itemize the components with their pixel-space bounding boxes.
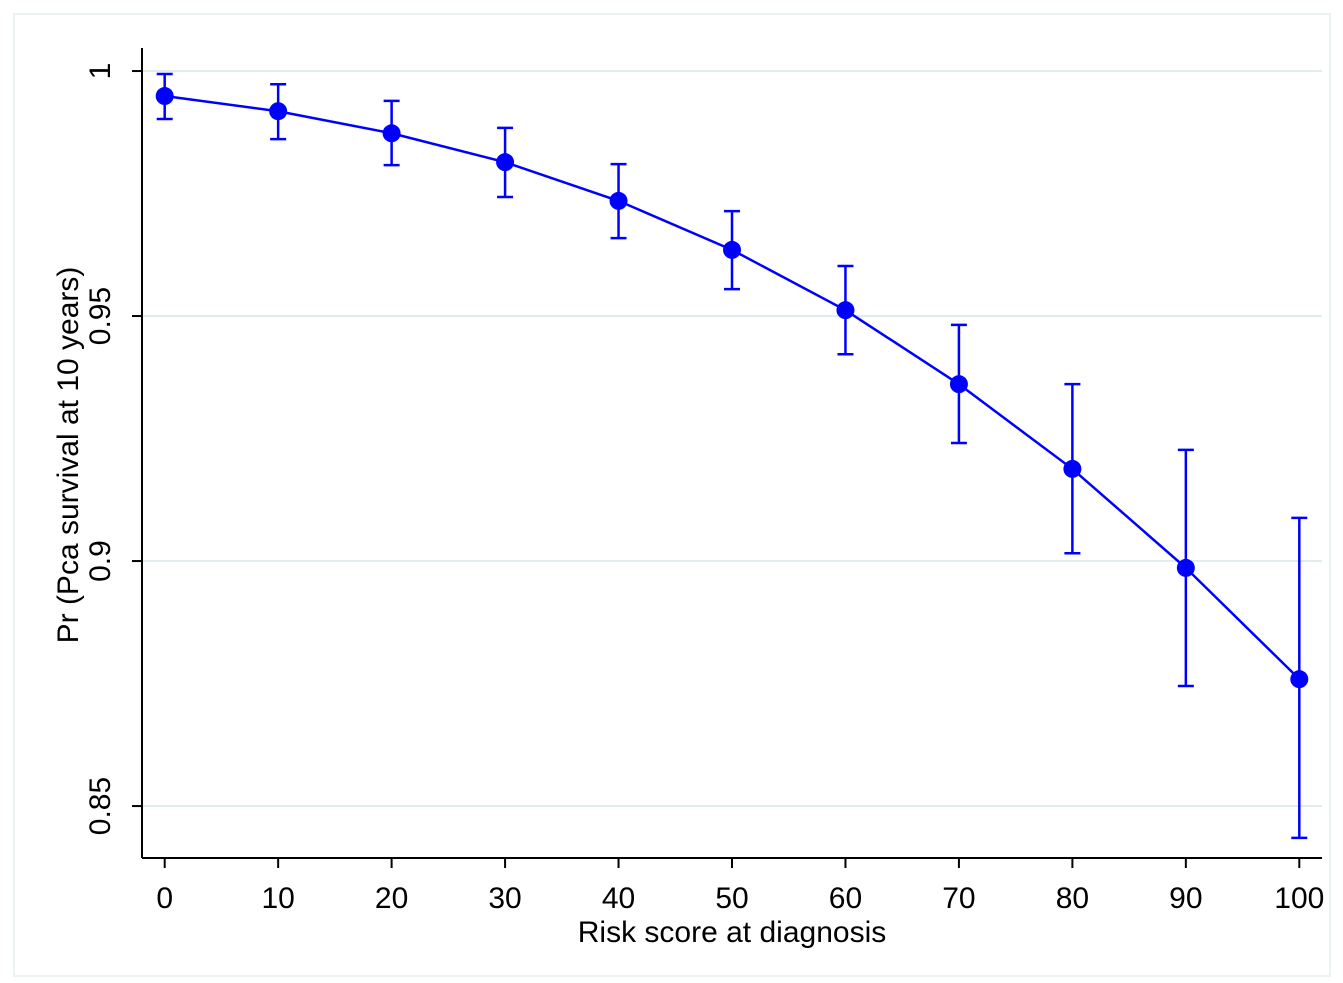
point bbox=[1063, 459, 1082, 478]
x-tick-label: 30 bbox=[488, 882, 521, 915]
point bbox=[382, 124, 401, 143]
y-axis-label: Pr (Pca survival at 10 years) bbox=[52, 267, 85, 644]
point bbox=[1290, 670, 1309, 689]
x-tick-label: 20 bbox=[375, 882, 408, 915]
x-tick-label: 80 bbox=[1056, 882, 1089, 915]
point bbox=[269, 102, 288, 121]
y-tick-label: 1 bbox=[84, 63, 117, 80]
point bbox=[496, 153, 515, 172]
x-tick-label: 40 bbox=[602, 882, 635, 915]
x-tick-label: 50 bbox=[715, 882, 748, 915]
x-tick-label: 100 bbox=[1274, 882, 1324, 915]
x-tick-label: 10 bbox=[261, 882, 294, 915]
point bbox=[723, 240, 741, 259]
x-tick-label: 0 bbox=[156, 882, 173, 915]
plot-frame bbox=[13, 13, 1331, 977]
point bbox=[1176, 558, 1195, 577]
point bbox=[836, 301, 855, 320]
x-tick-label: 70 bbox=[942, 882, 975, 915]
y-tick-label: 0.9 bbox=[84, 540, 117, 582]
point bbox=[949, 375, 968, 394]
point bbox=[155, 87, 174, 106]
x-axis-label: Risk score at diagnosis bbox=[578, 916, 886, 949]
point bbox=[609, 191, 628, 210]
y-tick-label: 0.85 bbox=[84, 777, 117, 835]
x-tick-label: 90 bbox=[1169, 882, 1202, 915]
x-tick-label: 60 bbox=[829, 882, 862, 915]
y-tick-label: 0.95 bbox=[84, 287, 117, 345]
